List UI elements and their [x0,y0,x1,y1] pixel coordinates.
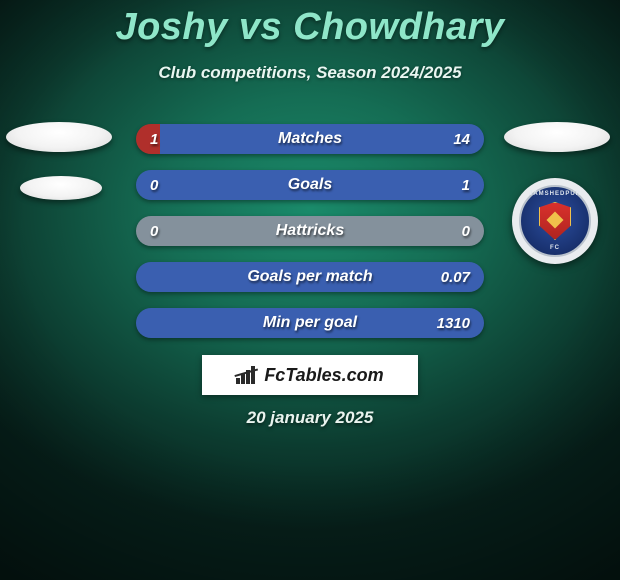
stat-value-left: 1 [150,124,158,154]
club-placeholder [20,176,102,200]
stat-value-right: 1 [462,170,470,200]
badge-text-bottom: FC [550,245,560,251]
club-badge: JAMSHEDPUR FC [512,178,598,264]
stat-bar: Hattricks0 0 [136,216,484,246]
stat-label: Min per goal [136,308,484,338]
bars-icon [236,366,258,384]
avatar-placeholder [6,122,112,152]
stat-bar: Goals0 1 [136,170,484,200]
right-player-placeholders [504,122,614,176]
badge-text-top: JAMSHEDPUR [529,191,581,197]
stat-value-right: 1310 [437,308,470,338]
stat-label: Matches [136,124,484,154]
comparison-bars: Matches114Goals01Hattricks00Goals per ma… [136,124,484,354]
stat-value-right: 0.07 [441,262,470,292]
stat-value-left: 0 [150,216,158,246]
stat-bar: Goals per match0.07 [136,262,484,292]
date-text: 20 january 2025 [0,408,620,428]
stat-value-right: 0 [462,216,470,246]
stat-value-left: 0 [150,170,158,200]
subtitle: Club competitions, Season 2024/2025 [0,63,620,83]
brand-text: FcTables.com [264,365,383,386]
stat-bar: Min per goal1310 [136,308,484,338]
stat-label: Goals per match [136,262,484,292]
stat-label: Goals [136,170,484,200]
stat-value-right: 14 [453,124,470,154]
brand-box: FcTables.com [202,355,418,395]
stat-bar: Matches1 14 [136,124,484,154]
left-player-placeholders [6,122,116,224]
shield-icon [539,202,571,240]
avatar-placeholder [504,122,610,152]
page-title: Joshy vs Chowdhary [0,0,620,49]
stat-label: Hattricks [136,216,484,246]
